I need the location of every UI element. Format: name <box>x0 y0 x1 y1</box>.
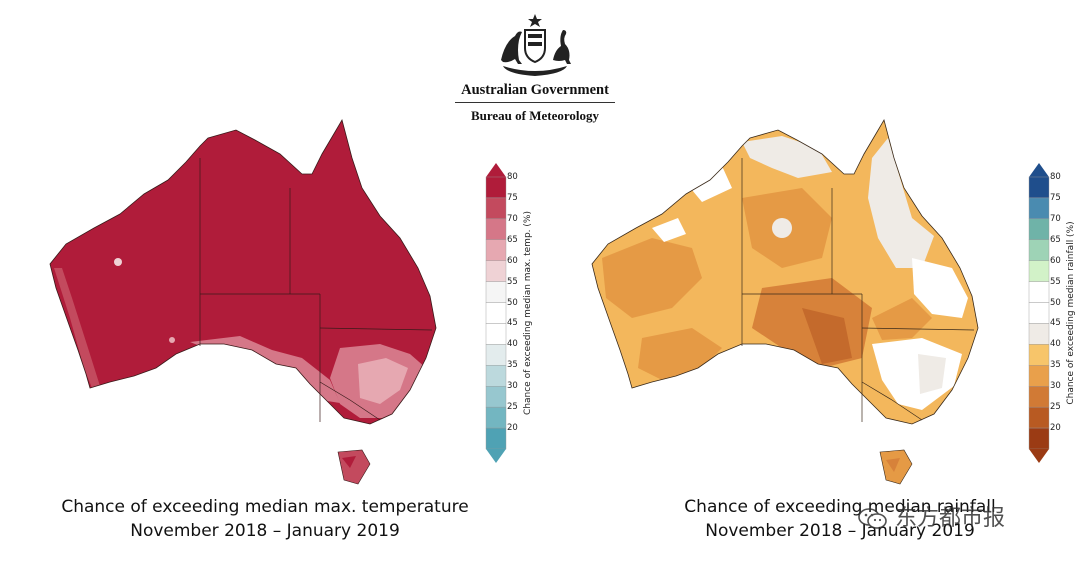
bureau-subtitle: Bureau of Meteorology <box>470 108 600 123</box>
colorbar-tick-label: 50 <box>507 297 518 308</box>
colorbar-tick-label: 70 <box>1050 213 1061 224</box>
colorbar-swatch <box>1028 323 1050 345</box>
colorbar-cap-bottom <box>486 449 506 463</box>
colorbar-tick-label: 70 <box>507 213 518 224</box>
colorbar-tick-label: 20 <box>507 423 518 434</box>
colorbar-tick-label: 60 <box>1050 255 1061 266</box>
colorbar-label: Chance of exceeding median max. temp. (%… <box>523 211 533 415</box>
temperature-colorbar: 80 75 70 65 60 55 50 45 40 35 30 25 20 Chance of exc… <box>485 163 555 463</box>
colorbar-swatch <box>1028 302 1050 324</box>
colorbar-swatch <box>1028 406 1050 429</box>
colorbar-swatch <box>1028 386 1050 408</box>
colorbar-swatch <box>1028 365 1050 387</box>
colorbar-swatch <box>485 386 507 408</box>
colorbar-tick-label: 75 <box>507 192 518 203</box>
rainfall-map <box>591 119 979 485</box>
colorbar-swatch <box>1028 281 1050 303</box>
colorbar-swatch <box>485 427 507 450</box>
temperature-map <box>49 119 437 485</box>
header-emblem: Australian Government Bureau of Meteorol… <box>445 12 625 130</box>
colorbar-cap-bottom <box>1029 449 1049 463</box>
colorbar-tick-label: 30 <box>1050 381 1061 392</box>
colorbar-swatch <box>485 365 507 387</box>
caption-line-1: Chance of exceeding median max. temperat… <box>61 497 469 517</box>
colorbar-tick-label: 55 <box>507 276 518 287</box>
colorbar-swatch <box>1028 239 1050 261</box>
coat-of-arms-icon <box>501 14 571 76</box>
colorbar-tick-label: 20 <box>1050 423 1061 434</box>
colorbar-swatch <box>485 239 507 261</box>
caption-line-2: November 2018 – January 2019 <box>705 521 975 541</box>
colorbar-swatch <box>1028 344 1050 366</box>
colorbar-tick-label: 40 <box>507 339 518 350</box>
colorbar-swatch <box>485 344 507 366</box>
colorbar-swatches <box>1028 163 1050 463</box>
colorbar-tick-label: 65 <box>507 234 518 245</box>
colorbar-tick-label: 50 <box>1050 297 1061 308</box>
colorbar-tick-label: 30 <box>507 381 518 392</box>
colorbar-tick-label: 65 <box>1050 234 1061 245</box>
colorbar-tick-label: 25 <box>507 402 518 413</box>
colorbar-tick-label: 25 <box>1050 402 1061 413</box>
colorbar-swatch <box>1028 427 1050 450</box>
colorbar-swatch <box>485 323 507 345</box>
watermark: 东方都市报 <box>858 500 1006 531</box>
watermark-text: 东方都市报 <box>895 506 1006 531</box>
caption-line-2: November 2018 – January 2019 <box>130 521 400 541</box>
colorbar-swatches <box>485 163 507 463</box>
colorbar-swatch <box>1028 260 1050 282</box>
colorbar-tick-label: 40 <box>1050 339 1061 350</box>
colorbar-tick-label: 45 <box>1050 318 1061 329</box>
colorbar-label: Chance of exceeding median rainfall (%) <box>1066 221 1076 405</box>
colorbar-swatch <box>485 302 507 324</box>
colorbar-tick-label: 80 <box>1050 172 1061 182</box>
colorbar-tick-label: 80 <box>507 172 518 182</box>
colorbar-cap-top <box>486 163 506 177</box>
colorbar-swatch <box>485 218 507 240</box>
colorbar-tick-label: 55 <box>1050 276 1061 287</box>
colorbar-swatch <box>485 260 507 282</box>
rainfall-colorbar: 80 75 70 65 60 55 50 45 40 35 30 25 20 Chance of exc… <box>1028 163 1080 463</box>
wechat-icon <box>858 508 887 529</box>
colorbar-swatch <box>485 281 507 303</box>
colorbar-tick-label: 45 <box>507 318 518 329</box>
colorbar-swatch <box>1028 218 1050 240</box>
colorbar-swatch <box>1028 197 1050 220</box>
colorbar-swatch <box>485 197 507 220</box>
colorbar-cap-top <box>1029 163 1049 177</box>
rainfall-caption: Chance of exceeding median rainfall Nove… <box>615 495 1065 543</box>
colorbar-tick-label: 75 <box>1050 192 1061 203</box>
colorbar-tick-label: 60 <box>507 255 518 266</box>
government-title: Australian Government <box>461 82 609 98</box>
colorbar-swatch <box>1028 176 1050 199</box>
divider <box>455 102 615 103</box>
colorbar-tick-label: 35 <box>1050 360 1061 371</box>
caption-line-1: Chance of exceeding median rainfall <box>684 497 996 517</box>
temperature-caption: Chance of exceeding median max. temperat… <box>40 495 490 543</box>
colorbar-swatch <box>485 176 507 199</box>
colorbar-swatch <box>485 406 507 429</box>
colorbar-tick-label: 35 <box>507 360 518 371</box>
